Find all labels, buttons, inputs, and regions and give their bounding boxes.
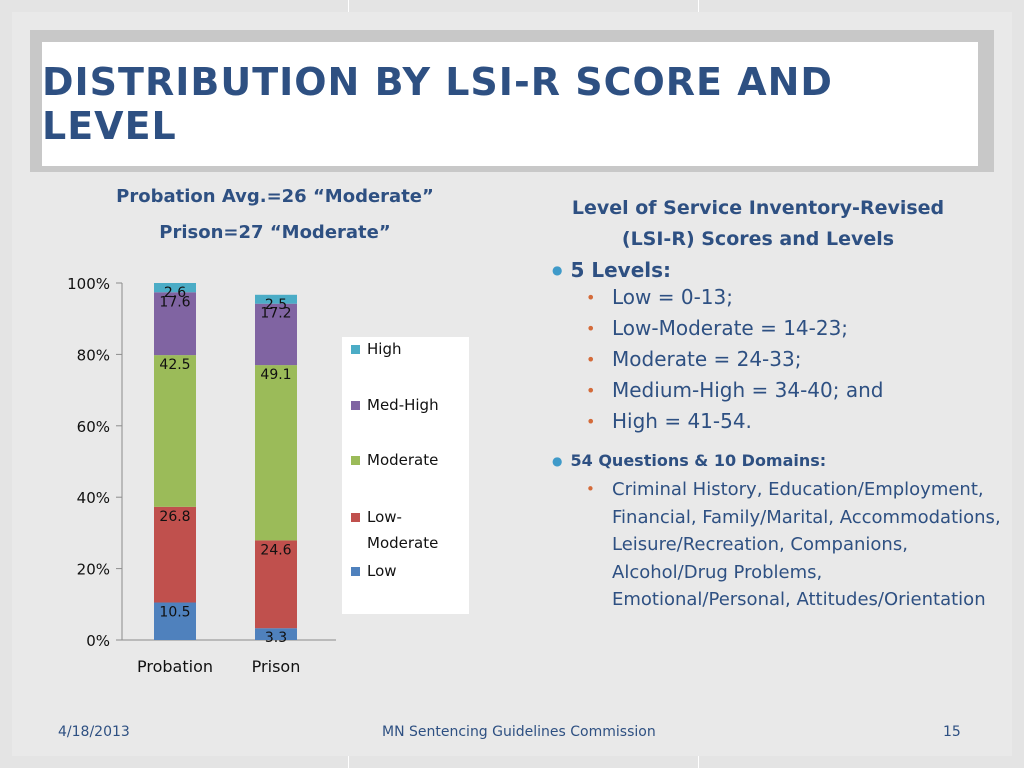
y-tick-label: 60% <box>77 418 110 436</box>
bar-segment <box>154 355 196 507</box>
bar-segment <box>154 292 196 356</box>
bar-segment <box>255 294 297 304</box>
data-label: 2.6 <box>164 285 186 301</box>
y-tick-label: 100% <box>67 275 110 293</box>
bar-segment <box>255 303 297 366</box>
domains-list: Criminal History, Education/Employment, … <box>552 476 1002 614</box>
footer-page-number: 15 <box>943 724 961 740</box>
data-label: 17.2 <box>260 306 291 322</box>
legend-label: High <box>367 340 401 358</box>
bullet-icon: ● <box>552 263 563 277</box>
domains-bullet: ● 54 Questions & 10 Domains: <box>552 451 1002 470</box>
data-label: 49.1 <box>260 367 291 383</box>
legend-label: Moderate <box>367 534 438 552</box>
legend-swatch <box>351 345 360 354</box>
x-category-label: Prison <box>252 657 301 676</box>
levels-list: Low = 0-13; Low-Moderate = 14-23; Modera… <box>552 282 1002 437</box>
bar-segment <box>255 365 297 541</box>
bar-segment <box>255 540 297 629</box>
legend-swatch <box>351 513 360 522</box>
data-label: 17.6 <box>159 294 190 310</box>
legend-label: Moderate <box>367 451 438 469</box>
level-item: Moderate = 24-33; <box>586 344 1002 375</box>
data-label: 42.5 <box>159 357 190 373</box>
slide-title: DISTRIBUTION BY LSI-R SCORE AND LEVEL <box>42 60 833 148</box>
y-tick-label: 40% <box>77 489 110 507</box>
levels-bullet: ● 5 Levels: <box>552 258 1002 282</box>
data-label: 24.6 <box>260 542 291 558</box>
title-box: DISTRIBUTION BY LSI-R SCORE AND LEVEL <box>42 42 978 166</box>
legend-swatch <box>351 567 360 576</box>
footer-org: MN Sentencing Guidelines Commission <box>382 724 656 740</box>
level-item: Low-Moderate = 14-23; <box>586 313 1002 344</box>
y-tick-label: 20% <box>77 561 110 579</box>
level-item: Low = 0-13; <box>586 282 1002 313</box>
footer-date: 4/18/2013 <box>58 724 130 740</box>
stacked-bar-chart: High Med-High Moderate Low- Moderate Low 0% 20… <box>67 275 469 676</box>
level-item: Medium-High = 34-40; and <box>586 375 1002 406</box>
legend-label: Low <box>367 562 397 580</box>
data-label: 26.8 <box>159 509 190 525</box>
y-tick-label: 80% <box>77 346 110 364</box>
x-category-label: Probation <box>137 657 213 676</box>
right-heading-line1: Level of Service Inventory-Revised <box>571 197 945 219</box>
chart-heading-line1: Probation Avg.=26 “Moderate” <box>116 186 434 207</box>
legend-swatch <box>351 401 360 410</box>
chart-legend: High Med-High Moderate Low- Moderate Low <box>342 337 469 614</box>
chart-heading-line2: Prison=27 “Moderate” <box>159 222 391 243</box>
levels-section: ● 5 Levels: Low = 0-13; Low-Moderate = 1… <box>552 258 1002 614</box>
data-label: 2.5 <box>265 297 287 313</box>
data-label: 3.3 <box>265 630 287 646</box>
bar-segment <box>255 628 297 640</box>
levels-label: 5 Levels: <box>570 258 672 282</box>
bar-segment <box>154 602 196 640</box>
legend-label: Med-High <box>367 396 439 414</box>
legend-swatch <box>351 456 360 465</box>
legend-box <box>342 337 469 614</box>
y-tick-label: 0% <box>86 632 110 650</box>
domains-text: Criminal History, Education/Employment, … <box>586 476 1002 614</box>
level-item: High = 41-54. <box>586 406 1002 437</box>
bullet-icon: ● <box>552 453 563 468</box>
bar-segment <box>154 283 196 293</box>
domains-label: 54 Questions & 10 Domains: <box>570 451 827 470</box>
data-label: 10.5 <box>159 605 190 621</box>
legend-label: Low- <box>367 508 402 526</box>
right-heading: Level of Service Inventory-Revised (LSI-… <box>528 193 988 255</box>
bar-segment <box>154 506 196 603</box>
right-heading-line2: (LSI-R) Scores and Levels <box>621 228 895 250</box>
